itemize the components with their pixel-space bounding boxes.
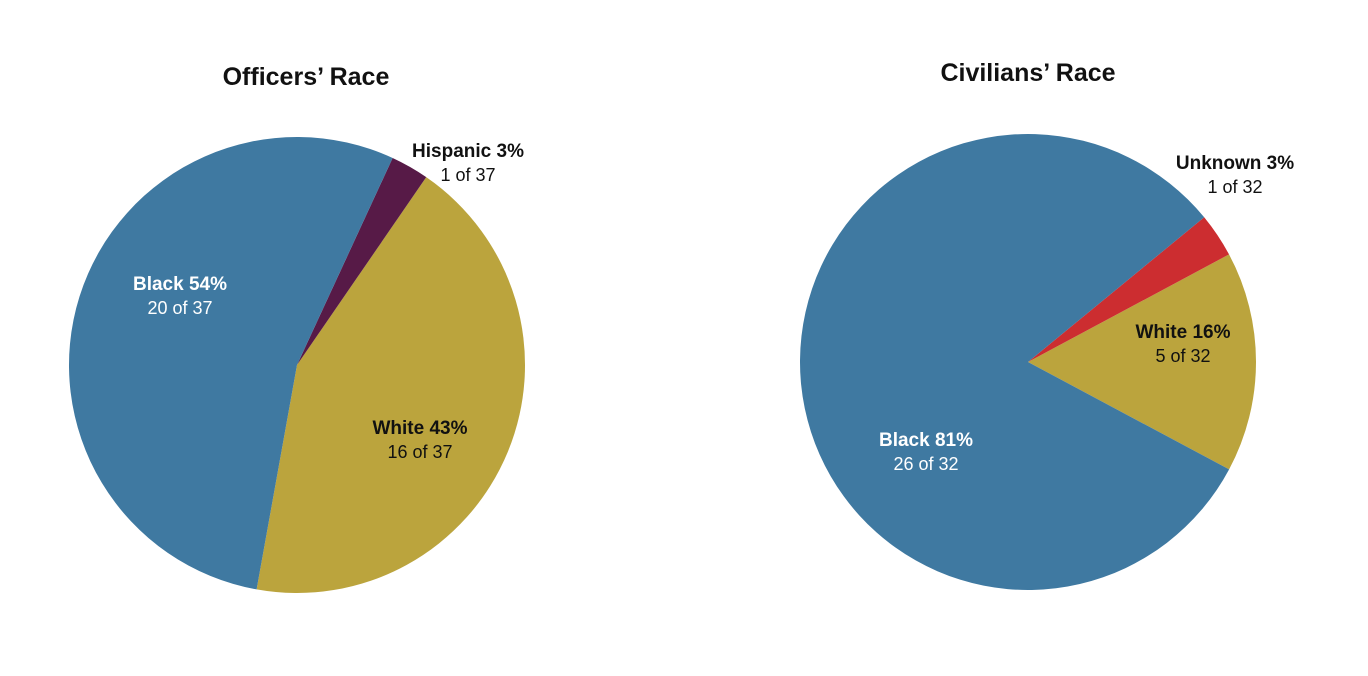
officers-label-hispanic: Hispanic 3% bbox=[412, 141, 524, 162]
officers-race-chart: Officers’ Race Black 54% 20 of 37 Hispanic… bbox=[68, 63, 525, 593]
officers-label-white: White 43% bbox=[372, 418, 467, 439]
officers-slice-white bbox=[256, 177, 525, 593]
civilians-label-black: Black 81% bbox=[879, 430, 973, 451]
officers-label-black: Black 54% bbox=[133, 274, 227, 295]
civilians-label-white: White 16% bbox=[1135, 322, 1230, 343]
civilians-slice-white bbox=[1028, 254, 1256, 470]
officers-count-hispanic: 1 of 37 bbox=[440, 165, 495, 185]
civilians-slice-unknown bbox=[1028, 217, 1230, 362]
officers-slice-hispanic bbox=[297, 158, 427, 365]
civilians-chart-title: Civilians’ Race bbox=[940, 59, 1115, 87]
officers-slice-black bbox=[68, 136, 393, 590]
officers-count-white: 16 of 37 bbox=[387, 442, 452, 462]
civilians-count-unknown: 1 of 32 bbox=[1207, 177, 1262, 197]
civilians-race-chart: Civilians’ Race Black 81% 26 of 32 Unknown… bbox=[800, 59, 1294, 590]
officers-chart-title: Officers’ Race bbox=[223, 63, 390, 91]
civilians-label-unknown: Unknown 3% bbox=[1176, 153, 1294, 174]
civilians-slice-black bbox=[800, 134, 1230, 590]
officers-count-black: 20 of 37 bbox=[147, 298, 212, 318]
civilians-count-black: 26 of 32 bbox=[893, 454, 958, 474]
civilians-count-white: 5 of 32 bbox=[1155, 346, 1210, 366]
